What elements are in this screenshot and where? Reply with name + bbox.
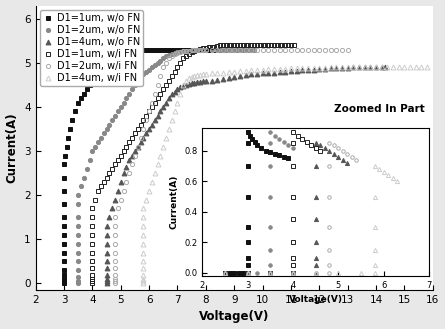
Text: Zoomed In Part: Zoomed In Part: [334, 104, 425, 114]
Line: D1=4um, w/i FN: D1=4um, w/i FN: [141, 65, 429, 286]
D1=1um, w/i FN: [107, 171, 112, 175]
D1=2um, w/o FN: [172, 51, 177, 55]
D1=1um, w/o FN: [70, 118, 75, 122]
D1=4um, w/o FN: [121, 171, 126, 175]
D1=1um, w/o FN: [181, 48, 186, 52]
D1=2um, w/o FN: [93, 145, 98, 149]
D1=4um, w/i FN: [328, 65, 333, 69]
Line: D1=2um, w/i FN: D1=2um, w/i FN: [113, 48, 350, 286]
D1=1um, w/i FN: [90, 259, 95, 263]
D1=4um, w/i FN: [425, 65, 430, 69]
D1=2um, w/i FN: [126, 171, 132, 175]
D1=4um, w/i FN: [390, 65, 396, 69]
D1=1um, w/o FN: [135, 48, 141, 52]
D1=4um, w/i FN: [373, 65, 379, 69]
D1=2um, w/i FN: [129, 162, 135, 166]
D1=4um, w/o FN: [351, 65, 356, 69]
D1=4um, w/i FN: [362, 65, 368, 69]
D1=1um, w/i FN: [93, 198, 98, 202]
D1=2um, w/o FN: [181, 49, 186, 53]
D1=2um, w/i FN: [345, 48, 350, 52]
D1=2um, w/i FN: [198, 48, 203, 52]
D1=1um, w/o FN: [220, 48, 226, 52]
D1=2um, w/o FN: [158, 59, 163, 63]
D1=1um, w/i FN: [243, 43, 248, 47]
D1=1um, w/o FN: [107, 57, 112, 61]
D1=2um, w/o FN: [198, 48, 203, 52]
D1=1um, w/o FN: [61, 281, 67, 285]
D1=2um, w/i FN: [113, 281, 118, 285]
D1=2um, w/o FN: [76, 281, 81, 285]
D1=1um, w/i FN: [217, 43, 222, 47]
D1=4um, w/i FN: [178, 92, 183, 96]
D1=4um, w/o FN: [172, 89, 177, 93]
D1=4um, w/o FN: [382, 65, 387, 69]
D1=4um, w/o FN: [152, 118, 158, 122]
D1=2um, w/i FN: [311, 48, 316, 52]
D1=2um, w/o FN: [76, 202, 81, 206]
D1=2um, w/i FN: [192, 48, 197, 52]
D1=4um, w/o FN: [104, 281, 109, 285]
D1=1um, w/i FN: [291, 43, 296, 47]
Line: D1=4um, w/o FN: D1=4um, w/o FN: [104, 65, 387, 286]
D1=4um, w/o FN: [149, 123, 154, 127]
D1=1um, w/i FN: [229, 43, 234, 47]
D1=1um, w/o FN: [76, 101, 81, 105]
Line: D1=2um, w/o FN: D1=2um, w/o FN: [76, 48, 256, 286]
D1=1um, w/i FN: [198, 47, 203, 51]
D1=2um, w/o FN: [251, 48, 257, 52]
D1=1um, w/o FN: [146, 48, 152, 52]
Legend: D1=1um, w/o FN, D1=2um, w/o FN, D1=4um, w/o FN, D1=1um, w/i FN, D1=2um, w/i FN, : D1=1um, w/o FN, D1=2um, w/o FN, D1=4um, …: [40, 11, 143, 86]
Y-axis label: Current(A): Current(A): [5, 113, 19, 183]
D1=4um, w/o FN: [166, 96, 172, 100]
Line: D1=1um, w/i FN: D1=1um, w/i FN: [90, 43, 296, 286]
D1=4um, w/i FN: [220, 71, 226, 75]
D1=2um, w/o FN: [113, 114, 118, 118]
X-axis label: Voltage(V): Voltage(V): [199, 311, 269, 323]
D1=4um, w/i FN: [141, 281, 146, 285]
Line: D1=1um, w/o FN: D1=1um, w/o FN: [62, 48, 225, 286]
D1=1um, w/o FN: [104, 59, 109, 63]
D1=4um, w/o FN: [198, 80, 203, 84]
D1=2um, w/i FN: [194, 48, 200, 52]
D1=4um, w/i FN: [155, 162, 160, 166]
D1=2um, w/i FN: [163, 61, 169, 65]
D1=1um, w/i FN: [90, 281, 95, 285]
